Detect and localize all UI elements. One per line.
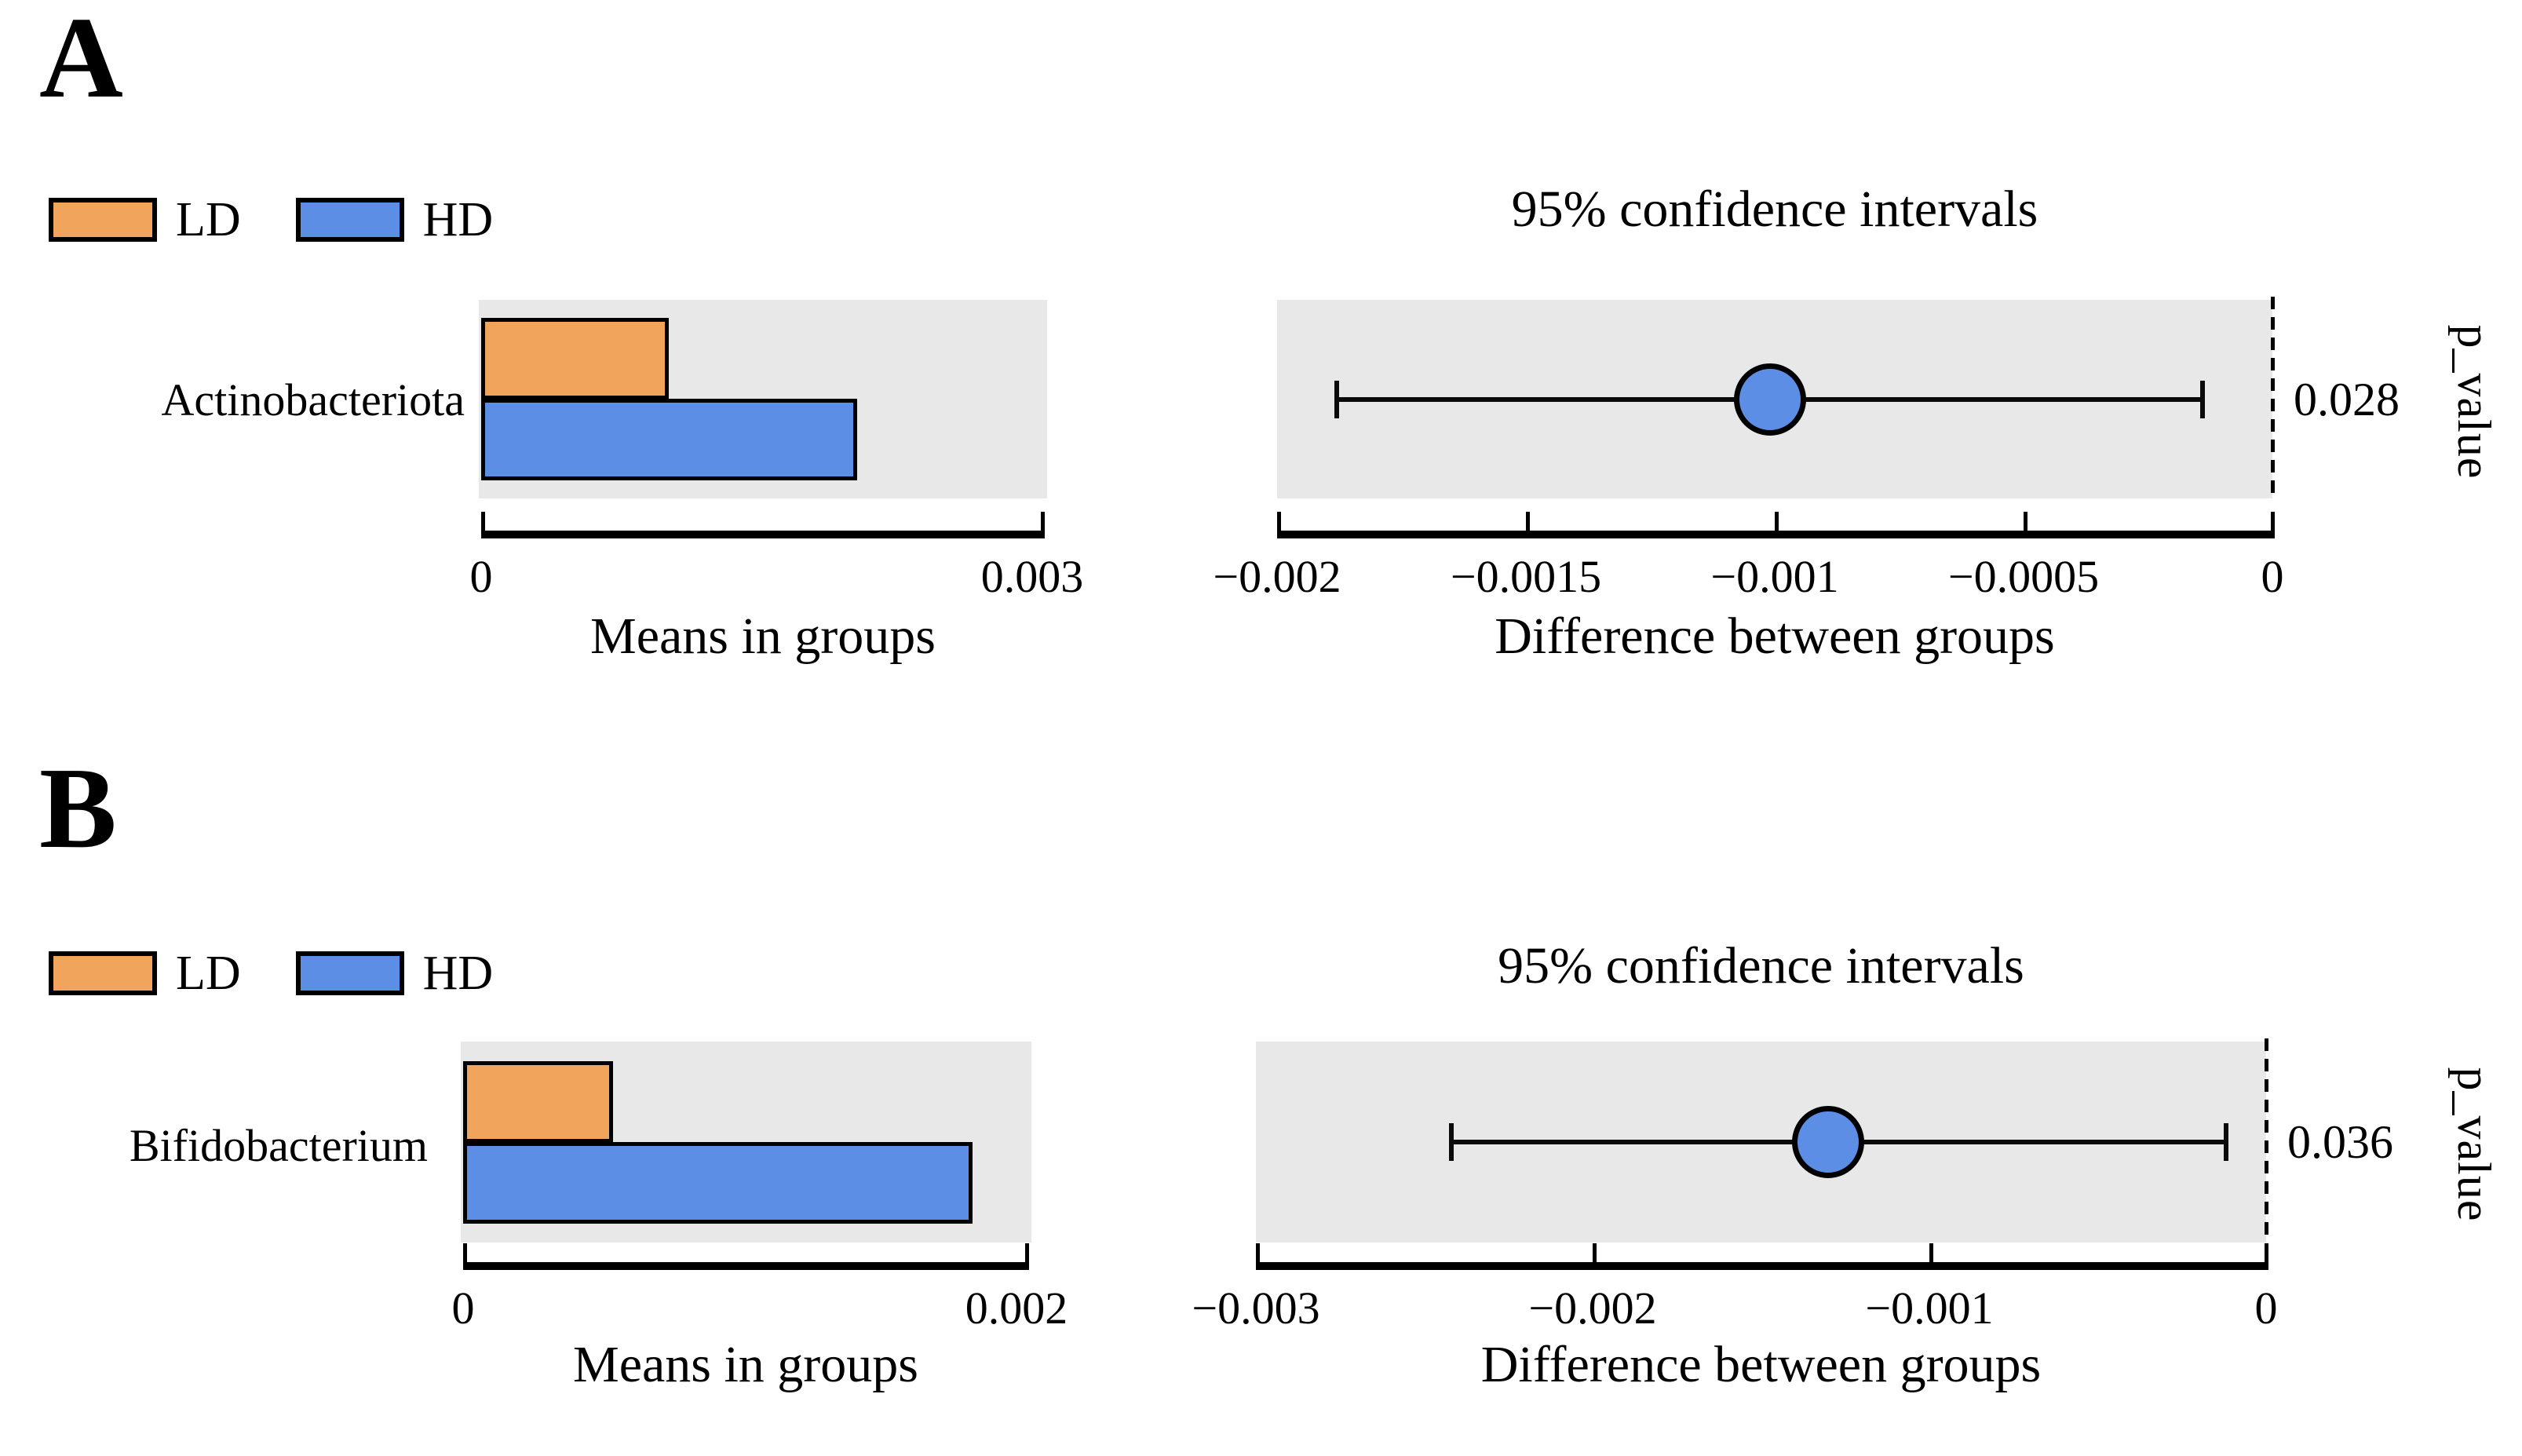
ci-x-axis [1256, 1262, 2268, 1270]
bar-hd [463, 1142, 973, 1224]
legend: LD HD [49, 193, 494, 246]
axis-tick [463, 1243, 467, 1270]
axis-tick [1775, 512, 1779, 538]
ld-legend-label: LD [176, 947, 241, 1000]
axis-tick [2265, 1243, 2268, 1270]
panel-letter: A [39, 0, 123, 122]
plot-background [461, 1042, 1031, 1243]
axis-tick [2271, 512, 2275, 538]
ci-title: 95% confidence intervals [1498, 937, 2024, 994]
ci-axis-title: Difference between groups [1480, 1336, 2042, 1393]
ci-upper-cap [2200, 381, 2206, 418]
axis-tick-label: 0 [451, 1283, 475, 1334]
legend-item-ld: LD [49, 195, 241, 244]
axis-tick-label: −0.002 [1528, 1283, 1657, 1334]
axis-tick-label: 0 [2261, 551, 2284, 602]
plot-background [1277, 300, 2272, 498]
axis-tick-label: −0.0015 [1450, 551, 1602, 602]
bar-x-axis [463, 1262, 1029, 1270]
plot-background [1256, 1042, 2266, 1243]
p-value: 0.036 [2287, 1116, 2393, 1168]
bar-ld [463, 1061, 613, 1143]
axis-tick [1277, 512, 1281, 538]
bar-ld [481, 318, 669, 400]
taxon-label: Bifidobacterium [129, 1120, 428, 1171]
bar-axis-title: Means in groups [573, 1336, 918, 1393]
legend-item-ld: LD [49, 949, 241, 998]
axis-tick [1526, 512, 1530, 538]
hd-legend-label: HD [422, 947, 494, 1000]
legend: LD HD [49, 947, 494, 1000]
zero-dashed-line [2271, 297, 2275, 498]
axis-tick-label: 0 [2254, 1283, 2278, 1334]
axis-tick-label: 0.002 [965, 1283, 1068, 1334]
p-value: 0.028 [2294, 374, 2400, 425]
panel-letter: B [39, 744, 117, 873]
axis-tick [1025, 1243, 1029, 1270]
axis-tick-label: 0 [469, 551, 493, 602]
ci-title: 95% confidence intervals [1511, 181, 2038, 238]
axis-tick [1041, 512, 1045, 538]
axis-tick [1256, 1243, 1260, 1270]
bar-hd [481, 399, 857, 480]
axis-tick [2024, 512, 2027, 538]
plot-background [479, 300, 1047, 498]
axis-tick [1929, 1243, 1933, 1270]
legend-item-hd: HD [295, 947, 494, 1000]
hd-legend-label: HD [422, 193, 494, 246]
axis-tick-label: −0.001 [1710, 551, 1839, 602]
bar-x-axis [481, 531, 1045, 538]
p-value-axis-label: p_value [2448, 1067, 2500, 1222]
ld-color-swatch [49, 198, 157, 242]
legend-item-hd: HD [295, 193, 494, 246]
ci-lower-cap [1448, 1123, 1454, 1161]
p-value-axis-label: p_value [2448, 324, 2500, 480]
ci-x-axis [1277, 531, 2275, 538]
hd-color-swatch [295, 951, 404, 995]
ld-legend-label: LD [176, 193, 241, 246]
mean-difference-marker [1733, 363, 1806, 436]
confidence-interval-bar [1337, 397, 2203, 402]
mean-difference-marker [1792, 1106, 1865, 1178]
ci-upper-cap [2223, 1123, 2228, 1161]
taxon-label: Actinobacteriota [161, 374, 465, 425]
bar-axis-title: Means in groups [590, 608, 936, 665]
ci-lower-cap [1334, 381, 1340, 418]
ci-axis-title: Difference between groups [1495, 608, 2055, 665]
axis-tick-label: 0.003 [980, 551, 1084, 602]
axis-tick-label: −0.001 [1865, 1283, 1994, 1334]
hd-color-swatch [295, 198, 404, 242]
confidence-interval-bar [1451, 1140, 2226, 1144]
zero-dashed-line [2265, 1038, 2268, 1243]
axis-tick [481, 512, 485, 538]
ld-color-swatch [49, 951, 157, 995]
axis-tick-label: −0.003 [1192, 1283, 1320, 1334]
axis-tick-label: −0.0005 [1947, 551, 2100, 602]
axis-tick [1593, 1243, 1597, 1270]
axis-tick-label: −0.002 [1213, 551, 1341, 602]
